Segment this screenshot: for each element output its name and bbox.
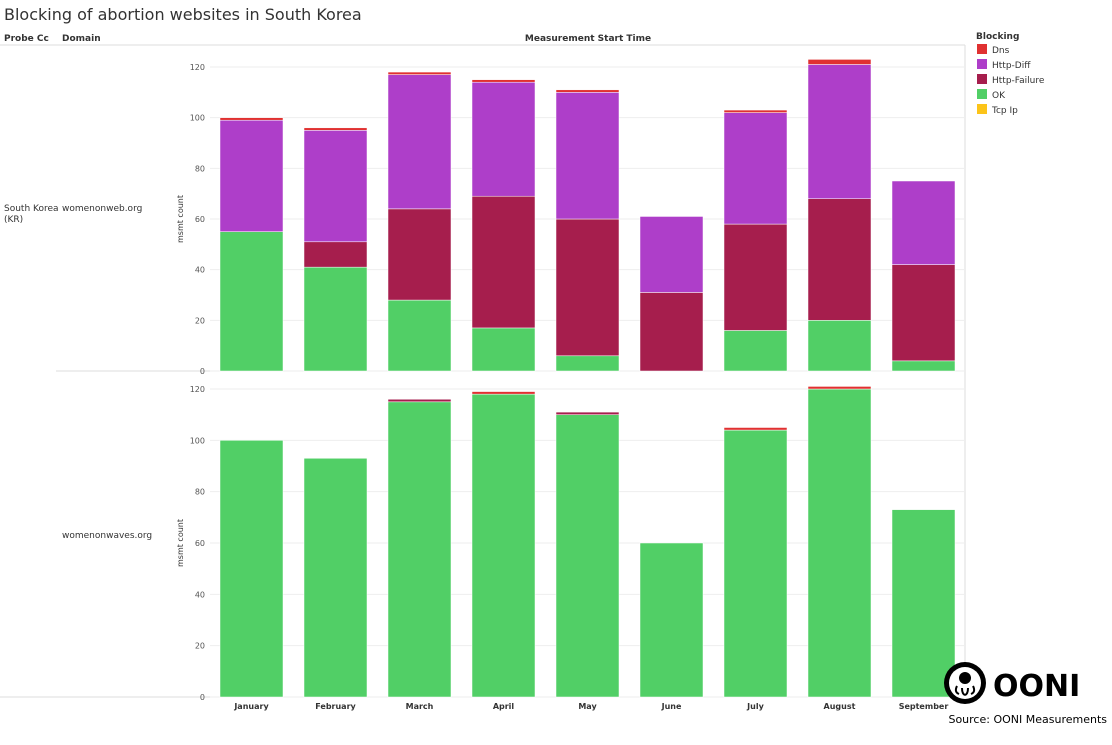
domain-label-womenonweb: womenonweb.org xyxy=(62,204,142,214)
bar-http-failure-march xyxy=(387,399,452,403)
x-tick-label: September xyxy=(899,702,949,711)
bar-http-diff-march xyxy=(387,74,452,210)
x-tick-label: March xyxy=(406,702,434,711)
bar-http-diff-june xyxy=(639,216,704,293)
bar-ok-july xyxy=(723,330,788,372)
bar-dns-april xyxy=(471,79,536,83)
x-tick-label: April xyxy=(493,702,515,711)
bar-dns-july xyxy=(723,427,788,431)
bar-ok-september xyxy=(891,509,956,698)
bar-ok-april xyxy=(471,393,536,698)
x-tick-label: August xyxy=(824,702,856,711)
bar-http-failure-april xyxy=(471,195,536,329)
legend-label: Http-Diff xyxy=(992,61,1031,71)
source-note: Source: OONI Measurements xyxy=(948,713,1107,726)
x-tick-label: July xyxy=(746,702,764,711)
chart-title: Blocking of abortion websites in South K… xyxy=(4,5,362,24)
y-tick-label: 60 xyxy=(195,215,205,224)
bar-ok-july xyxy=(723,429,788,698)
bar-http-diff-august xyxy=(807,64,872,199)
column-header: Measurement Start Time xyxy=(525,34,651,44)
bar-http-diff-may xyxy=(555,92,620,220)
y-tick-label: 100 xyxy=(190,436,205,445)
x-tick-label: June xyxy=(661,702,682,711)
legend-label: Http-Failure xyxy=(992,76,1045,86)
probe-cc-line-1: South Korea xyxy=(4,204,59,214)
bar-http-failure-july xyxy=(723,223,788,331)
bar-http-failure-august xyxy=(807,198,872,321)
bar-http-failure-may xyxy=(555,218,620,357)
bar-ok-march xyxy=(387,299,452,372)
bar-dns-august xyxy=(807,386,872,390)
y-tick-label: 40 xyxy=(195,590,205,599)
bar-http-failure-may xyxy=(555,411,620,415)
panel-womenonwaves.org: 0 20 40 60 80 100 120 msmt count xyxy=(176,385,965,702)
bar-http-failure-september xyxy=(891,264,956,362)
probe-cc-line-2: (KR) xyxy=(4,215,23,225)
y-axis-label: msmt count xyxy=(176,519,185,567)
legend-label: Tcp Ip xyxy=(991,106,1018,116)
bar-ok-february xyxy=(303,266,368,372)
bar-dns-august xyxy=(807,59,872,65)
y-tick-label: 100 xyxy=(190,114,205,123)
ooni-wordmark: OONI xyxy=(993,669,1080,704)
y-tick-label: 120 xyxy=(190,63,205,72)
y-tick-label: 20 xyxy=(195,642,205,651)
x-tick-label: January xyxy=(233,702,269,711)
y-tick-label: 120 xyxy=(190,385,205,394)
bar-http-diff-april xyxy=(471,81,536,197)
bar-ok-september xyxy=(891,360,956,372)
bar-ok-may xyxy=(555,414,620,698)
legend-swatch-ok xyxy=(977,89,987,99)
legend-swatch-http-failure xyxy=(977,74,987,84)
bar-ok-april xyxy=(471,327,536,372)
bar-dns-may xyxy=(555,89,620,93)
bar-http-diff-september xyxy=(891,180,956,265)
bar-http-diff-january xyxy=(219,119,284,232)
bar-dns-april xyxy=(471,391,536,395)
bar-http-diff-july xyxy=(723,112,788,225)
bar-dns-february xyxy=(303,127,368,131)
legend-swatch-http-diff xyxy=(977,59,987,69)
bar-http-diff-february xyxy=(303,130,368,243)
bar-ok-january xyxy=(219,231,284,372)
legend-swatch-tcp-ip xyxy=(977,104,987,114)
bar-ok-february xyxy=(303,458,368,698)
x-tick-label: February xyxy=(315,702,356,711)
y-tick-label: 40 xyxy=(195,266,205,275)
legend-title: Blocking xyxy=(976,32,1019,42)
domain-label-womenonwaves: womenonwaves.org xyxy=(62,531,152,541)
bar-ok-may xyxy=(555,355,620,372)
legend-label: Dns xyxy=(992,46,1010,56)
probe-cc-label: South Korea (KR) xyxy=(4,204,59,225)
bar-dns-january xyxy=(219,117,284,121)
bar-http-failure-june xyxy=(639,292,704,372)
y-tick-label: 0 xyxy=(200,367,205,376)
y-tick-label: 20 xyxy=(195,316,205,325)
y-tick-label: 80 xyxy=(195,164,205,173)
row-header-domain: Domain xyxy=(62,34,101,44)
panel-womenonweb.org: 0 20 40 60 80 100 120 msmt count xyxy=(176,59,965,376)
bar-ok-march xyxy=(387,401,452,698)
y-tick-label: 80 xyxy=(195,488,205,497)
y-tick-label: 0 xyxy=(200,693,205,702)
bar-http-failure-march xyxy=(387,208,452,301)
x-tick-label: May xyxy=(578,702,597,711)
y-axis-label: msmt count xyxy=(176,195,185,243)
bar-dns-march xyxy=(387,71,452,75)
row-header-probe-cc: Probe Cc xyxy=(4,34,49,44)
bar-ok-january xyxy=(219,440,284,698)
legend-label: OK xyxy=(992,91,1006,101)
bar-ok-june xyxy=(639,542,704,698)
legend-swatch-dns xyxy=(977,44,987,54)
ooni-logo: OONI xyxy=(944,662,1080,704)
bar-ok-august xyxy=(807,388,872,698)
bar-ok-august xyxy=(807,320,872,372)
y-tick-label: 60 xyxy=(195,539,205,548)
bar-http-failure-february xyxy=(303,241,368,268)
bar-dns-july xyxy=(723,109,788,113)
